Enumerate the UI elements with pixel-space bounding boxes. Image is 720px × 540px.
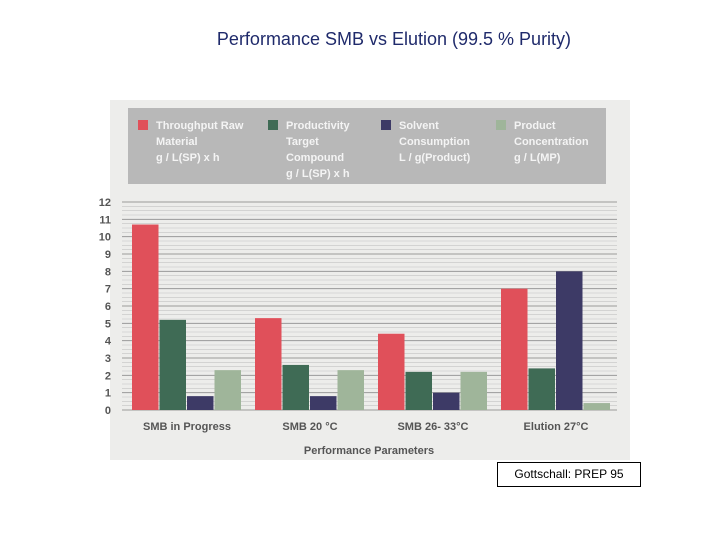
bar (187, 396, 214, 410)
bar (337, 370, 364, 410)
y-tick-label: 9 (105, 249, 111, 261)
y-tick-label: 0 (105, 405, 111, 417)
legend-line: g / L(SP) x h (156, 152, 220, 164)
legend-line: Productivity (286, 120, 350, 132)
y-tick-label: 11 (99, 214, 111, 226)
x-axis-ticks: SMB in Progress SMB 20 °C SMB 26- 33°C Elut… (143, 421, 589, 433)
x-tick-label: Elution 27°C (524, 421, 589, 433)
bar (255, 318, 282, 410)
source-citation: Gottschall: PREP 95 (497, 462, 641, 487)
y-tick-label: 7 (105, 284, 111, 296)
y-tick-label: 8 (105, 266, 111, 278)
grid-layer (122, 201, 617, 411)
legend-line: Concentration (514, 136, 589, 148)
bar (378, 333, 405, 410)
x-tick-label: SMB 26- 33°C (397, 421, 468, 433)
y-tick-label: 1 (105, 388, 111, 400)
bars-layer (132, 224, 610, 410)
bar (583, 403, 610, 410)
legend-line: Target (286, 136, 319, 148)
bar (501, 288, 528, 410)
bar (214, 370, 241, 410)
legend-swatch (138, 120, 148, 130)
bar (159, 319, 186, 410)
legend-line: Throughput Raw (156, 120, 244, 132)
bar (405, 371, 432, 410)
y-tick-label: 4 (105, 336, 112, 348)
bar (433, 392, 460, 410)
bar (556, 271, 583, 410)
legend-line: Compound (286, 152, 345, 164)
y-tick-label: 3 (105, 353, 111, 365)
bar (282, 364, 309, 410)
legend-text: Productivity Target Compound g / L(SP) x… (286, 118, 396, 182)
slide-title: Performance SMB vs Elution (99.5 % Purit… (216, 29, 572, 49)
legend-line: Solvent (399, 120, 439, 132)
y-tick-label: 2 (105, 370, 111, 382)
y-tick-label: 10 (99, 232, 111, 244)
y-tick-label: 12 (99, 197, 111, 209)
legend-line: Material (156, 136, 198, 148)
legend-line: g / L(MP) (514, 152, 561, 164)
bar (460, 371, 487, 410)
legend-line: Product (514, 120, 556, 132)
legend-line: Consumption (399, 136, 470, 148)
x-tick-label: SMB in Progress (143, 421, 231, 433)
legend-line: L / g(Product) (399, 152, 471, 164)
x-axis-title: Performance Parameters (304, 445, 434, 457)
y-tick-label: 5 (105, 318, 111, 330)
x-tick-label: SMB 20 °C (282, 421, 337, 433)
bar (528, 368, 555, 410)
legend-line: g / L(SP) x h (286, 168, 350, 180)
bar (132, 224, 159, 410)
y-tick-label: 6 (105, 301, 111, 313)
legend-swatch (381, 120, 391, 130)
bar (310, 396, 337, 410)
legend-text: Solvent Consumption L / g(Product) (399, 118, 509, 166)
legend-text: Product Concentration g / L(MP) (514, 118, 624, 166)
legend-text: Throughput Raw Material g / L(SP) x h (156, 118, 266, 166)
chart-legend: Throughput Raw Material g / L(SP) x h Pr… (128, 108, 606, 184)
legend-swatch (496, 120, 506, 130)
legend-swatch (268, 120, 278, 130)
